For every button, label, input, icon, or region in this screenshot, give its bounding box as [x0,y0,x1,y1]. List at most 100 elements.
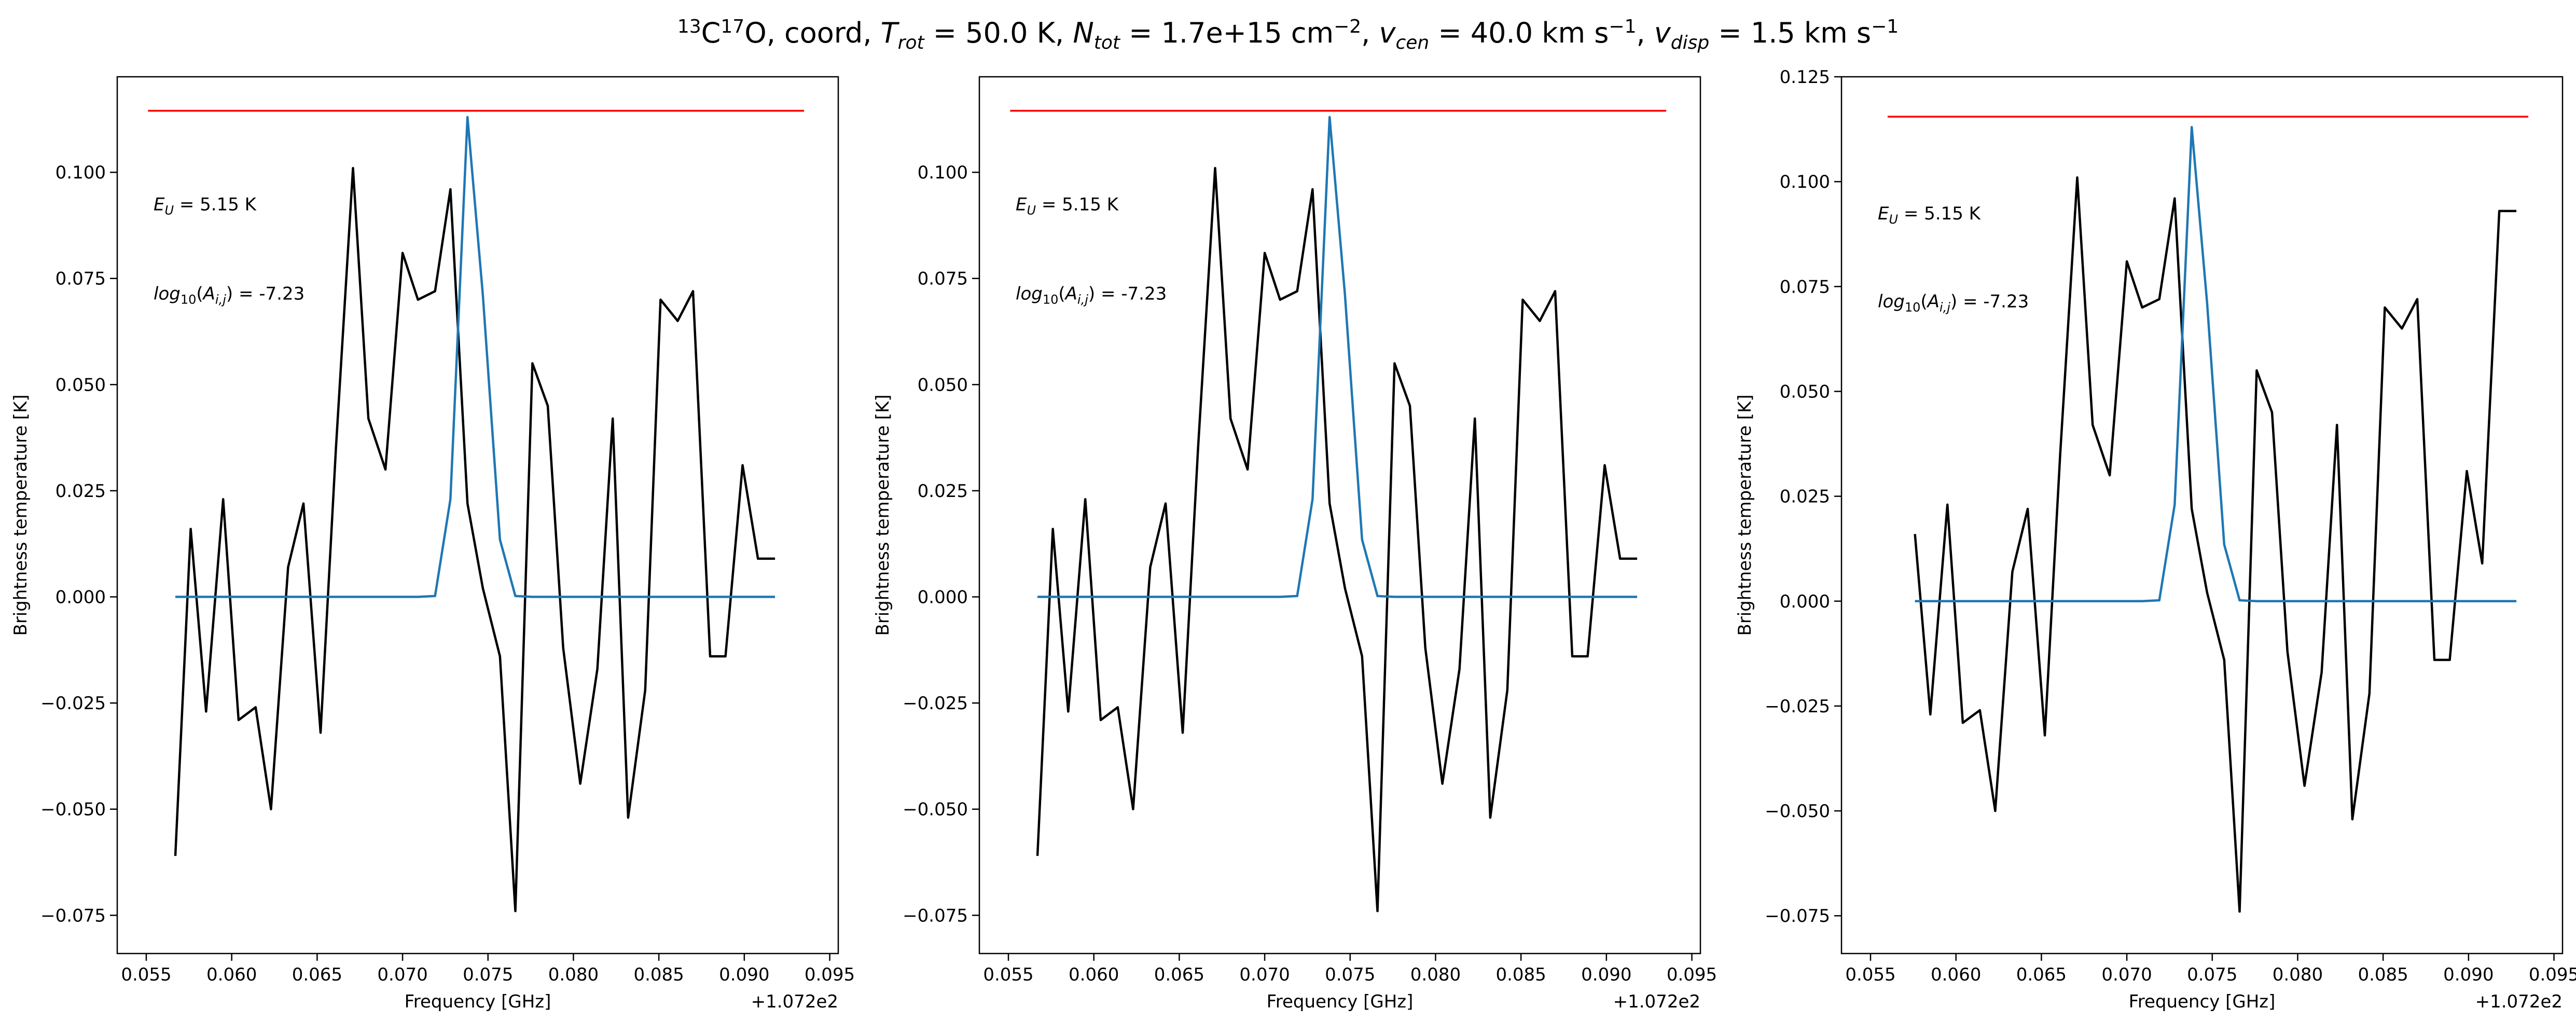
title-isotope-13: 13 [677,16,701,37]
y-tick-label: 0.050 [56,375,106,395]
y-axis-label: Brightness temperature [K] [872,394,893,636]
title-vdisp-sub: disp [1670,32,1710,53]
y-tick-label: 0.075 [1780,277,1830,297]
title-isotope-17: 17 [721,16,745,37]
x-axis-label: Frequency [GHz] [1267,991,1414,1012]
y-tick-label: 0.075 [918,269,968,289]
y-tick-label: −0.050 [40,799,106,820]
title-vdisp-exp: −1 [1871,16,1899,37]
x-tick-label: 0.085 [1495,964,1546,985]
x-tick-label: 0.070 [377,964,427,985]
y-tick-label: 0.100 [1780,172,1830,192]
title-trot-value: = 50.0 K, [924,17,1073,49]
figure-title: 13C17O, coord, Trot = 50.0 K, Ntot = 1.7… [0,6,2576,64]
title-sep: , [1361,17,1379,49]
x-tick-label: 0.095 [805,964,855,985]
title-trot-sub: rot [897,32,924,53]
x-offset-label: +1.072e2 [2475,991,2563,1012]
title-species: O, coord, [744,17,881,49]
title-ntot-exp: −2 [1334,16,1362,37]
title-vdisp-value: = 1.5 km s [1709,17,1872,49]
x-tick-label: 0.055 [983,964,1033,985]
subplot-2: 0.055 0.060 0.065 0.070 0.075 0.080 0.085 0.090… [872,76,1717,1012]
title-ntot-sub: tot [1093,32,1120,53]
y-tick-label: 0.000 [1780,591,1830,612]
y-tick-label: 0.100 [56,162,106,183]
title-vcen-sub: cen [1395,32,1430,53]
x-tick-label: 0.060 [1931,964,1981,985]
x-axis-label: Frequency [GHz] [405,991,551,1012]
y-tick-label: −0.050 [1765,801,1830,822]
y-tick-label: 0.025 [918,481,968,502]
y-axis-label: Brightness temperature [K] [1735,394,1755,636]
title-carbon: C [701,17,721,49]
x-tick-label: 0.085 [633,964,684,985]
title-vdisp-symbol: v [1654,17,1671,49]
y-tick-label: −0.025 [40,693,106,714]
title-trot-symbol: T [880,17,898,49]
annotation-aij: log10(Ai,j) = -7.23 [1878,292,2029,315]
x-axis-label: Frequency [GHz] [2129,991,2276,1012]
x-tick-label: 0.080 [2273,964,2323,985]
x-offset-label: +1.072e2 [751,991,838,1012]
y-tick-label: 0.075 [56,269,106,289]
axes-frame [978,76,1701,955]
annotation-eu: EU = 5.15 K [1878,203,1982,227]
title-vcen-symbol: v [1379,17,1396,49]
title-ntot-value: = 1.7e+15 cm [1120,17,1334,49]
y-tick-label: −0.075 [903,905,968,926]
y-axis-label: Brightness temperature [K] [10,394,31,636]
x-tick-label: 0.070 [1239,964,1290,985]
model-spectrum-line [175,116,775,598]
x-tick-label: 0.065 [2016,964,2067,985]
x-tick-label: 0.055 [121,964,171,985]
y-tick-label: 0.125 [1780,67,1830,88]
y-tick-label: 0.025 [1780,487,1830,507]
y-tick-label: 0.050 [918,375,968,395]
x-offset-label: +1.072e2 [1613,991,1700,1012]
model-spectrum-line [1915,126,2517,603]
observed-spectrum-line [1036,167,1638,913]
axes-frame [1840,76,2564,955]
x-tick-label: 0.055 [1845,964,1895,985]
annotation-eu: EU = 5.15 K [1016,195,1119,218]
y-tick-label: −0.025 [903,693,968,714]
y-tick-label: −0.075 [40,905,106,926]
y-tick-label: 0.025 [56,481,106,502]
x-tick-label: 0.060 [1069,964,1119,985]
x-tick-label: 0.075 [1325,964,1375,985]
observed-spectrum-line [174,167,775,913]
y-tick-label: −0.025 [1765,696,1830,717]
title-vcen-exp: −1 [1609,16,1637,37]
x-tick-label: 0.075 [463,964,513,985]
y-tick-label: 0.000 [56,587,106,608]
subplot-3: 0.055 0.060 0.065 0.070 0.075 0.080 0.085 0.090… [1735,67,2576,1012]
axes-frame [116,76,839,955]
title-vcen-value: = 40.0 km s [1429,17,1609,49]
x-tick-label: 0.085 [2358,964,2408,985]
observed-spectrum-line [1914,176,2517,913]
y-tick-label: 0.050 [1780,381,1830,402]
annotation-aij: log10(Ai,j) = -7.23 [1016,283,1167,307]
x-tick-label: 0.090 [1581,964,1631,985]
y-tick-label: −0.050 [903,799,968,820]
x-tick-label: 0.080 [1410,964,1461,985]
annotation-eu: EU = 5.15 K [154,195,257,218]
x-tick-label: 0.060 [206,964,257,985]
title-ntot-symbol: N [1073,17,1094,49]
x-tick-label: 0.070 [2101,964,2152,985]
x-tick-label: 0.095 [1667,964,1717,985]
model-spectrum-line [1037,116,1638,598]
subplot-1: 0.055 0.060 0.065 0.070 0.075 0.080 0.085 0.090… [10,76,855,1012]
y-tick-label: −0.075 [1765,906,1830,927]
x-tick-label: 0.080 [548,964,599,985]
x-tick-label: 0.075 [2187,964,2237,985]
y-tick-label: 0.000 [918,587,968,608]
x-tick-label: 0.065 [292,964,342,985]
x-tick-label: 0.090 [2443,964,2494,985]
x-tick-label: 0.095 [2529,964,2576,985]
x-tick-label: 0.090 [719,964,769,985]
x-tick-label: 0.065 [1154,964,1204,985]
